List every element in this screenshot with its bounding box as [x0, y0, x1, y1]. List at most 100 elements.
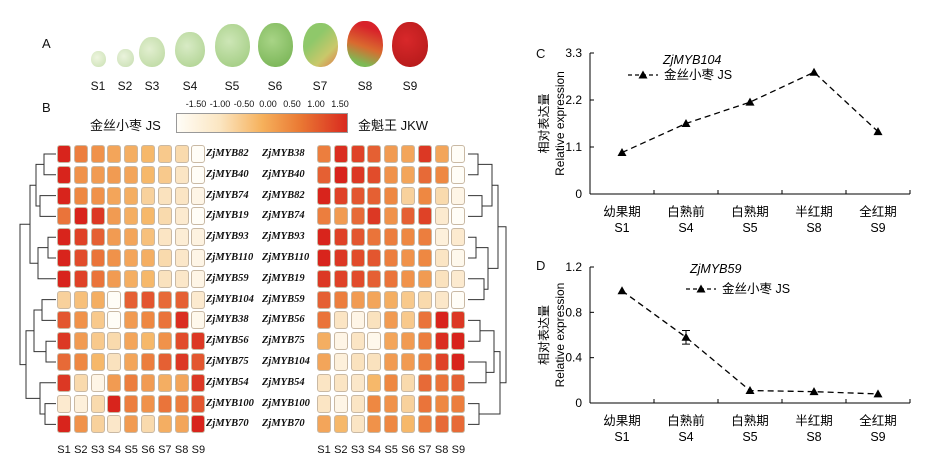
chart-d-x-label-stage: S9	[870, 430, 885, 444]
right-heatmap-cell	[317, 228, 331, 247]
left-heatmap-cell	[107, 290, 122, 309]
right-heatmap-cell	[367, 332, 382, 351]
left-heatmap-cell	[174, 186, 189, 205]
fruit-s4	[175, 32, 205, 67]
right-gene-label: ZjMYB104	[262, 356, 310, 367]
left-heatmap-x-label: S6	[141, 444, 155, 456]
left-heatmap-cell	[174, 145, 189, 163]
left-heatmap-cell	[124, 415, 139, 434]
right-heatmap-cell	[317, 290, 331, 309]
chart-c-y-tick-label: 0	[575, 187, 582, 201]
left-heatmap-x-label: S4	[107, 444, 122, 456]
right-heatmap-cell	[451, 145, 466, 163]
dendrogram-branch	[19, 223, 30, 366]
left-heatmap-cell	[57, 353, 71, 371]
right-gene-label: ZjMYB70	[262, 418, 305, 430]
right-heatmap-cell	[367, 311, 382, 330]
right-heatmap-cell	[384, 165, 399, 184]
right-heatmap-cell	[417, 373, 432, 392]
right-heatmap-cell	[384, 186, 399, 205]
left-heatmap-cell	[191, 145, 206, 163]
left-heatmap-cell	[157, 311, 172, 330]
left-heatmap-cell	[73, 290, 88, 309]
right-heatmap-cell	[417, 353, 432, 371]
right-gene-label: ZjMYB40	[262, 168, 305, 180]
left-heatmap-x-label: S3	[90, 444, 105, 456]
right-gene-label: ZjMYB100	[262, 397, 310, 409]
left-heatmap-cell	[57, 207, 71, 226]
right-heatmap-x-label: S7	[418, 444, 432, 456]
right-heatmap-cell	[333, 145, 348, 163]
left-heatmap-cell	[90, 311, 105, 330]
right-heatmap-x-label: S2	[334, 444, 348, 456]
right-heatmap-cell	[384, 145, 399, 163]
right-heatmap-cell	[384, 228, 399, 247]
left-heatmap-cell	[57, 145, 71, 163]
left-heatmap-cell	[57, 332, 71, 351]
panel-a-label: A	[42, 36, 51, 51]
right-heatmap-cell	[333, 165, 348, 184]
left-heatmap-cell	[90, 290, 105, 309]
chart-d-x-label-cn: 白熟前	[667, 413, 705, 428]
chart-d-y-tick-label: 1.2	[565, 260, 582, 274]
left-heatmap-cell	[191, 311, 206, 330]
chart-d-y-tick-label: 0.8	[565, 305, 582, 319]
left-heatmap-cell	[90, 373, 105, 392]
left-heatmap-cell	[73, 249, 88, 267]
right-heatmap-cell	[333, 290, 348, 309]
right-heatmap-cell	[317, 373, 331, 392]
left-heatmap-cell	[107, 249, 122, 267]
chart-c-data-point	[809, 67, 819, 76]
right-gene-label: ZjMYB59	[262, 293, 305, 305]
right-heatmap-cell	[434, 353, 449, 371]
right-heatmap-cell	[350, 353, 365, 371]
left-heatmap-x-label: S5	[124, 444, 138, 456]
fruit-s5	[214, 24, 250, 67]
left-heatmap-cell	[124, 311, 139, 330]
fruit-s3	[139, 37, 165, 67]
left-heatmap-cell	[90, 332, 105, 351]
panel-c-label: C	[536, 46, 546, 61]
right-heatmap-cell	[333, 186, 348, 205]
chart-c-legend-marker	[638, 70, 648, 79]
left-gene-label: ZjMYB54	[206, 376, 249, 388]
right-heatmap-cell	[451, 269, 466, 288]
right-heatmap-cell	[451, 353, 466, 371]
right-heatmap-cell	[333, 228, 348, 247]
left-heatmap-cell	[157, 249, 172, 267]
right-gene-label: ZjMYB54	[262, 376, 305, 388]
left-heatmap-cell	[157, 353, 172, 371]
right-heatmap-cell	[317, 415, 331, 434]
right-heatmap-cell	[417, 165, 432, 184]
right-heatmap-cell	[401, 145, 415, 163]
left-heatmap-cell	[141, 290, 155, 309]
chart-d-ylabel-cn: 相对表达量	[537, 305, 551, 365]
left-heatmap-cell	[191, 269, 206, 288]
right-heatmap-cell	[367, 165, 382, 184]
left-heatmap-x-label: S7	[158, 444, 172, 456]
right-heatmap-cell	[434, 228, 449, 247]
right-heatmap-cell	[451, 290, 466, 309]
left-heatmap-cell	[90, 249, 105, 267]
right-heatmap-cell	[451, 332, 466, 351]
chart-c-y-tick-label: 1.1	[565, 140, 582, 154]
dendrogram-branch	[498, 226, 507, 384]
fruit-s8	[347, 21, 383, 67]
left-heatmap-cell	[107, 415, 122, 434]
chart-c-data-point	[745, 97, 755, 106]
scale-tick-label: -1.50	[185, 99, 207, 109]
right-heatmap-cell	[350, 249, 365, 267]
right-heatmap-cell	[434, 415, 449, 434]
chart-d-x-label-stage: S5	[742, 430, 757, 444]
right-heatmap-cell	[333, 249, 348, 267]
right-heatmap-cell	[451, 394, 466, 413]
left-heatmap-cell	[191, 394, 206, 413]
left-heatmap-cell	[124, 186, 139, 205]
left-heatmap-cell	[124, 394, 139, 413]
right-heatmap-cell	[417, 228, 432, 247]
right-gene-label: ZjMYB38	[262, 148, 305, 159]
right-heatmap-cell	[451, 207, 466, 226]
right-heatmap-cell	[367, 186, 382, 205]
left-heatmap-cell	[57, 165, 71, 184]
right-heatmap-cell	[401, 353, 415, 371]
